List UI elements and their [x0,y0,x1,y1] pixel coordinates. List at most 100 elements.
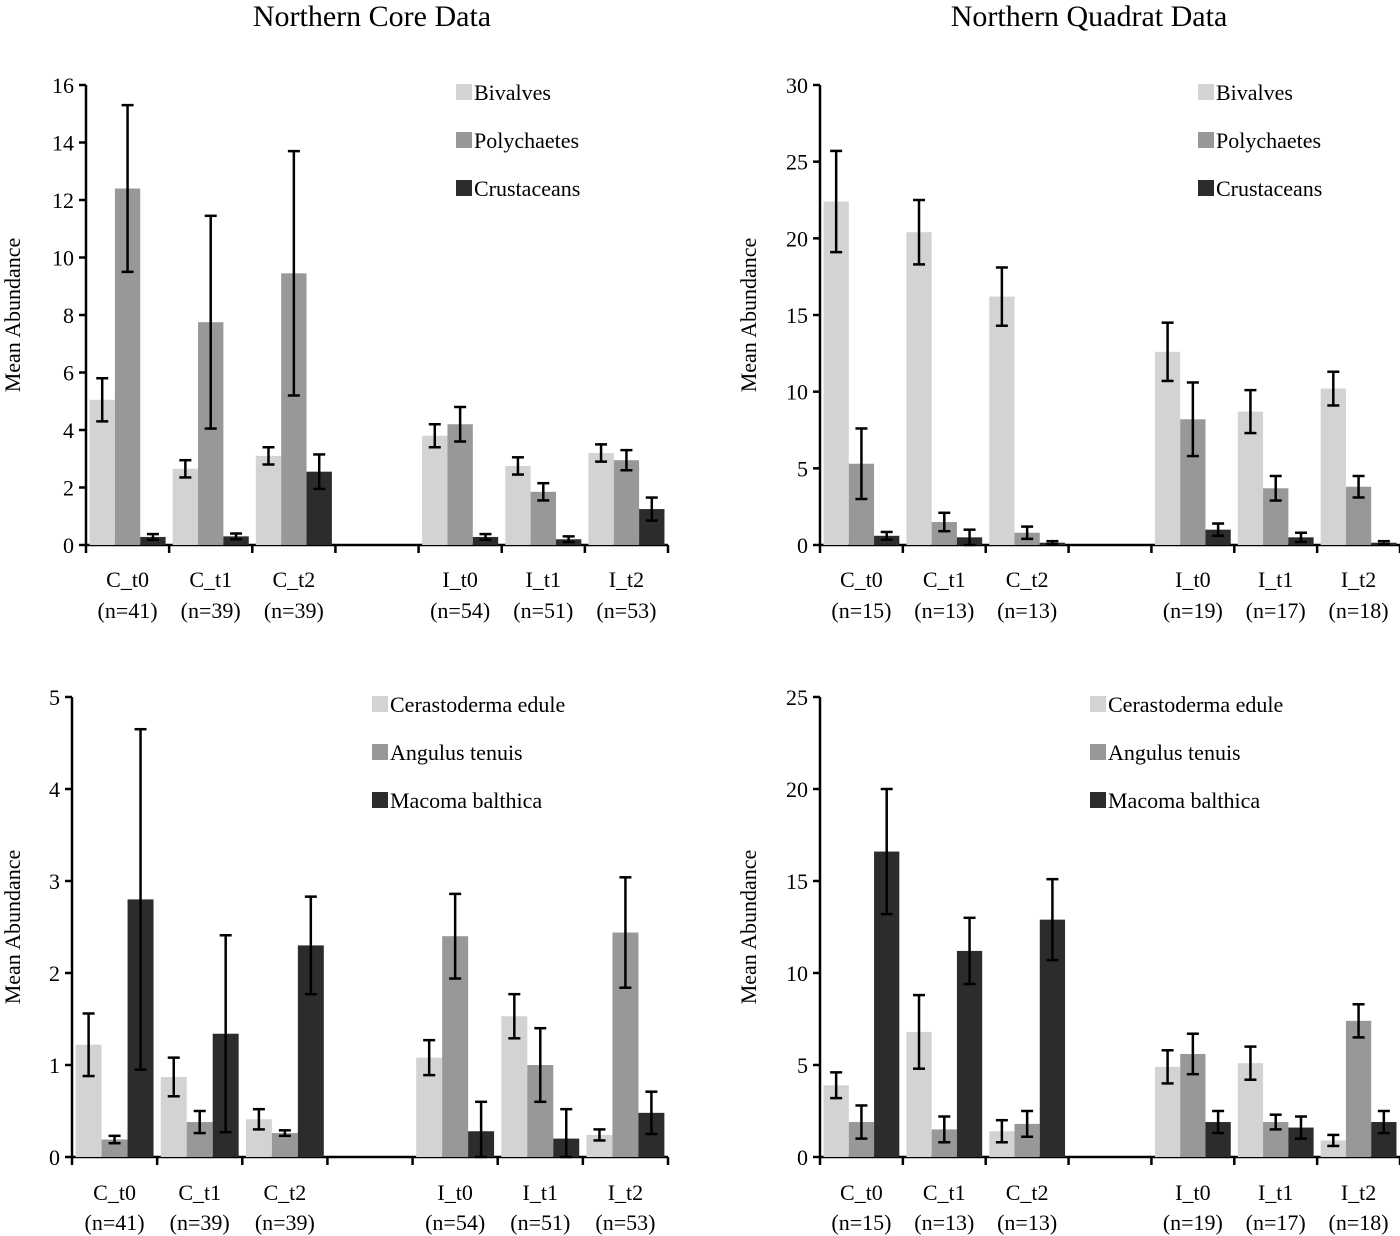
x-tick-sample-size: (n=18) [1329,598,1389,623]
y-tick-label: 15 [786,303,808,328]
bar-1-1-3 [255,455,282,545]
x-tick-label: I_t2 [609,567,644,592]
y-tick-label: 20 [786,226,808,251]
x-tick-label: C_t1 [923,567,966,592]
x-tick-sample-size: (n=51) [510,1210,570,1235]
x-tick-label: C_t0 [93,1180,136,1205]
y-tick-label: 12 [52,188,74,213]
y-tick-label: 0 [49,1145,60,1170]
bar-1-2-5 [447,424,473,545]
bar-1-2-7 [613,460,640,545]
x-tick-sample-size: (n=15) [831,598,891,623]
y-tick-label: 4 [63,418,74,443]
legend-label: Polychaetes [474,128,579,153]
x-tick-label: I_t0 [1175,1180,1210,1205]
x-tick-label: I_t1 [526,567,561,592]
x-tick-label: I_t0 [442,567,477,592]
bar-3-2-1 [101,1139,128,1157]
y-tick-label: 4 [49,777,60,802]
legend-swatch [372,744,388,760]
bar-1-1-7 [588,453,614,545]
bar-1-1-2 [172,468,199,545]
legend-label: Angulus tenuis [1108,740,1241,765]
legend-swatch [1198,84,1214,100]
x-tick-label: I_t1 [1258,567,1293,592]
bar-4-2-7 [1345,1020,1372,1157]
x-tick-label: C_t0 [106,567,149,592]
bar-2-3-5 [1205,529,1231,545]
x-tick-label: C_t1 [189,567,232,592]
legend-label: Macoma balthica [1108,788,1260,813]
x-tick-label: I_t2 [1341,567,1376,592]
legend-label: Macoma balthica [390,788,542,813]
x-tick-sample-size: (n=13) [914,1210,974,1235]
x-tick-sample-size: (n=54) [430,598,490,623]
y-tick-label: 14 [52,131,74,156]
legend-swatch [372,696,388,712]
bar-2-1-5 [1154,351,1181,545]
y-tick-label: 3 [49,869,60,894]
y-tick-label: 5 [797,456,808,481]
x-tick-sample-size: (n=13) [914,598,974,623]
chart-panel-3: Mean Abundance 0 1 2 3 4 5 C_t0 (n=41) C_t1 (n=39)… [0,685,670,1235]
y-tick-label: 25 [786,150,808,175]
x-tick-label: I_t1 [523,1180,558,1205]
y-tick-label: 10 [786,961,808,986]
x-tick-label: I_t0 [1175,567,1210,592]
bar-4-1-7 [1320,1140,1346,1157]
y-axis-label: Mean Abundance [0,238,25,393]
y-tick-label: 25 [786,685,808,710]
x-tick-sample-size: (n=39) [181,598,241,623]
x-tick-sample-size: (n=39) [255,1210,315,1235]
x-tick-sample-size: (n=19) [1163,1210,1223,1235]
bar-2-1-2 [906,232,932,545]
x-tick-label: C_t2 [272,567,315,592]
y-axis-label: Mean Abundance [0,850,25,1005]
bar-2-1-1 [823,201,849,546]
y-tick-label: 0 [63,533,74,558]
chart-panel-1: Northern Core Data Mean Abundance 0 2 4 6 8 10 1… [0,0,670,623]
legend-label: Cerastoderma edule [1108,692,1283,717]
x-tick-sample-size: (n=41) [85,1210,145,1235]
y-axis-label: Mean Abundance [736,238,761,393]
y-tick-label: 10 [786,380,808,405]
bar-1-1-6 [505,465,531,545]
x-tick-sample-size: (n=41) [98,598,158,623]
legend-label: Cerastoderma edule [390,692,565,717]
chart-panel-4: Mean Abundance 0 5 10 15 20 25 C_t0 (n=15) C_t1 (n… [736,685,1400,1235]
legend-label: Crustaceans [1216,176,1322,201]
legend-swatch [1198,180,1214,196]
y-tick-label: 30 [786,73,808,98]
bar-2-1-7 [1320,388,1346,545]
y-tick-label: 0 [797,1145,808,1170]
x-tick-sample-size: (n=53) [595,1210,655,1235]
legend-label: Polychaetes [1216,128,1321,153]
x-tick-label: I_t2 [608,1180,643,1205]
x-tick-label: C_t1 [178,1180,221,1205]
legend-label: Angulus tenuis [390,740,523,765]
y-tick-label: 8 [63,303,74,328]
legend-swatch [1198,132,1214,148]
x-tick-label: C_t1 [923,1180,966,1205]
chart-panel-2: Northern Quadrat Data Mean Abundance 0 5 10 1… [736,0,1400,623]
y-tick-label: 2 [63,476,74,501]
bar-2-1-3 [989,296,1015,545]
y-tick-label: 5 [797,1053,808,1078]
y-tick-label: 2 [49,961,60,986]
x-tick-label: C_t2 [263,1180,306,1205]
x-tick-label: C_t0 [840,1180,883,1205]
bar-1-3-2 [223,536,249,545]
legend-swatch [456,132,472,148]
y-tick-label: 0 [797,533,808,558]
x-tick-label: I_t2 [1341,1180,1376,1205]
legend-swatch [456,84,472,100]
x-tick-sample-size: (n=51) [513,598,573,623]
chart-title: Northern Core Data [253,0,491,33]
x-tick-sample-size: (n=39) [264,598,324,623]
x-tick-sample-size: (n=53) [596,598,656,623]
bar-2-2-2 [931,522,957,545]
x-tick-sample-size: (n=19) [1163,598,1223,623]
x-tick-sample-size: (n=13) [997,1210,1057,1235]
legend-swatch [1090,696,1106,712]
